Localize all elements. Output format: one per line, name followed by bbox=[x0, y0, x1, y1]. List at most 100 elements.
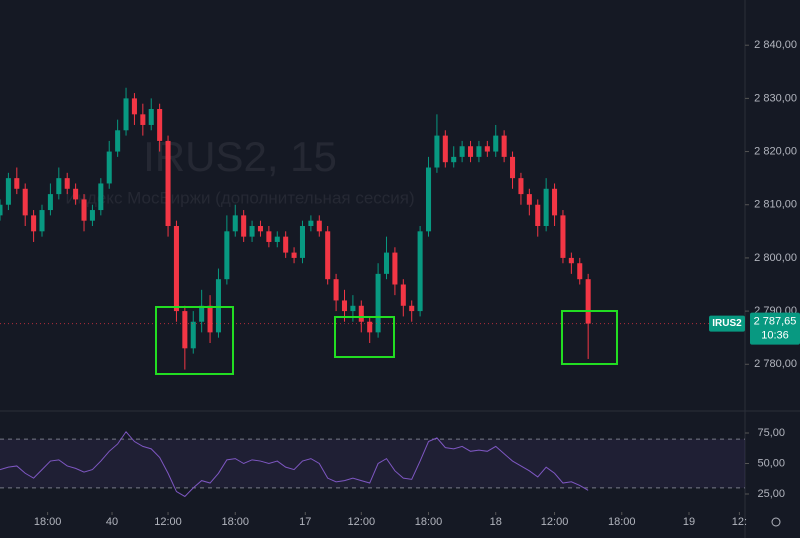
highlight-box bbox=[334, 316, 395, 358]
highlight-box bbox=[561, 310, 618, 365]
candle-body bbox=[468, 146, 474, 157]
candle-body bbox=[577, 263, 583, 280]
candle-body bbox=[232, 215, 238, 232]
candle-body bbox=[442, 135, 448, 163]
candle-body bbox=[375, 273, 381, 333]
candle-body bbox=[73, 188, 79, 200]
x-tick-label: 18:00 bbox=[415, 516, 443, 528]
highlight-box bbox=[155, 306, 234, 375]
candle-body bbox=[333, 279, 339, 301]
x-tick-label: 12:00 bbox=[541, 516, 569, 528]
candle-body bbox=[409, 305, 415, 312]
x-tick-label: 17 bbox=[299, 516, 311, 528]
candle-body bbox=[425, 167, 432, 232]
candle-body bbox=[64, 178, 70, 189]
candle-body bbox=[5, 178, 11, 205]
candle-body bbox=[98, 183, 104, 211]
candle-body bbox=[535, 204, 541, 227]
y-tick-label: 2 830,00 bbox=[754, 92, 797, 104]
y-tick-label: 25,00 bbox=[757, 488, 785, 500]
x-tick-label: 40 bbox=[106, 516, 118, 528]
candle-body bbox=[493, 135, 499, 152]
candle-body bbox=[299, 226, 306, 258]
settings-icon[interactable] bbox=[771, 517, 781, 527]
candle-body bbox=[417, 231, 423, 312]
candle-body bbox=[266, 231, 272, 242]
candle-body bbox=[543, 188, 549, 227]
symbol-tag-bg bbox=[709, 315, 745, 332]
countdown: 10:36 bbox=[761, 329, 789, 341]
candle-body bbox=[325, 231, 331, 280]
candle-body bbox=[22, 188, 28, 216]
watermark: IRUS2, 15 bbox=[143, 133, 337, 180]
candle-body bbox=[241, 215, 247, 237]
candle-body bbox=[89, 210, 95, 221]
x-tick-label: 19 bbox=[683, 516, 695, 528]
y-tick-label: 50,00 bbox=[757, 457, 785, 469]
candle-body bbox=[459, 146, 465, 157]
x-tick-label: 12: bbox=[732, 516, 747, 528]
y-tick-label: 2 820,00 bbox=[754, 145, 797, 157]
x-tick-label: 18:00 bbox=[221, 516, 249, 528]
candle-body bbox=[392, 252, 398, 285]
y-tick-label: 2 810,00 bbox=[754, 199, 797, 211]
candle-body bbox=[510, 156, 516, 179]
candle-body bbox=[316, 220, 322, 232]
candle-body bbox=[140, 114, 146, 125]
x-tick-label: 18:00 bbox=[34, 516, 62, 528]
y-tick-label: 2 780,00 bbox=[754, 358, 797, 370]
candle-body bbox=[207, 305, 213, 333]
candle-body bbox=[0, 204, 3, 216]
candle-body bbox=[14, 178, 20, 189]
candle-body bbox=[56, 178, 62, 195]
candle-body bbox=[39, 210, 45, 232]
candle-body bbox=[257, 226, 263, 232]
candle-body bbox=[115, 130, 121, 152]
candle-body bbox=[358, 305, 364, 322]
candle-body bbox=[224, 231, 230, 280]
x-tick-label: 18 bbox=[490, 516, 502, 528]
candle-body bbox=[518, 178, 524, 195]
candle-body bbox=[215, 279, 221, 333]
watermark-subtitle: Индекс МосБиржи (дополнительная сессия) bbox=[65, 188, 414, 207]
candle-body bbox=[131, 98, 137, 115]
candle-body bbox=[350, 305, 356, 312]
y-tick-label: 2 840,00 bbox=[754, 39, 797, 51]
candle-body bbox=[106, 151, 112, 184]
plot-layer: 2 780,002 790,002 800,002 810,002 820,00… bbox=[0, 39, 800, 528]
candle-body bbox=[383, 252, 390, 274]
candle-body bbox=[400, 284, 406, 306]
price-tag: 2 787,65 bbox=[754, 315, 797, 327]
price-tag-bg bbox=[750, 312, 800, 345]
candle-body bbox=[568, 257, 574, 264]
rsi-band bbox=[0, 439, 745, 488]
candle-body bbox=[341, 300, 348, 312]
y-tick-label: 2 800,00 bbox=[754, 252, 797, 264]
candle-body bbox=[283, 236, 289, 253]
candle-body bbox=[173, 226, 179, 312]
candle-body bbox=[81, 199, 87, 221]
candle-body bbox=[123, 98, 129, 131]
candle-body bbox=[484, 146, 490, 152]
candle-body bbox=[560, 215, 566, 258]
candle-body bbox=[476, 146, 482, 157]
candle-body bbox=[501, 135, 507, 157]
candle-body bbox=[47, 194, 53, 211]
candle-body bbox=[367, 321, 373, 333]
candle-body bbox=[165, 140, 171, 227]
candle-body bbox=[31, 215, 37, 232]
candle-body bbox=[308, 220, 314, 227]
y-tick-label: 75,00 bbox=[757, 427, 785, 439]
candle-body bbox=[157, 109, 163, 141]
x-tick-label: 18:00 bbox=[608, 516, 636, 528]
symbol-tag: IRUS2 bbox=[712, 318, 742, 329]
candle-body bbox=[434, 135, 440, 168]
candle-body bbox=[585, 279, 591, 324]
candle-body bbox=[526, 194, 532, 205]
candle-body bbox=[451, 156, 457, 163]
rsi-line bbox=[0, 430, 589, 498]
candle-body bbox=[190, 321, 196, 349]
candle-body bbox=[148, 109, 154, 125]
